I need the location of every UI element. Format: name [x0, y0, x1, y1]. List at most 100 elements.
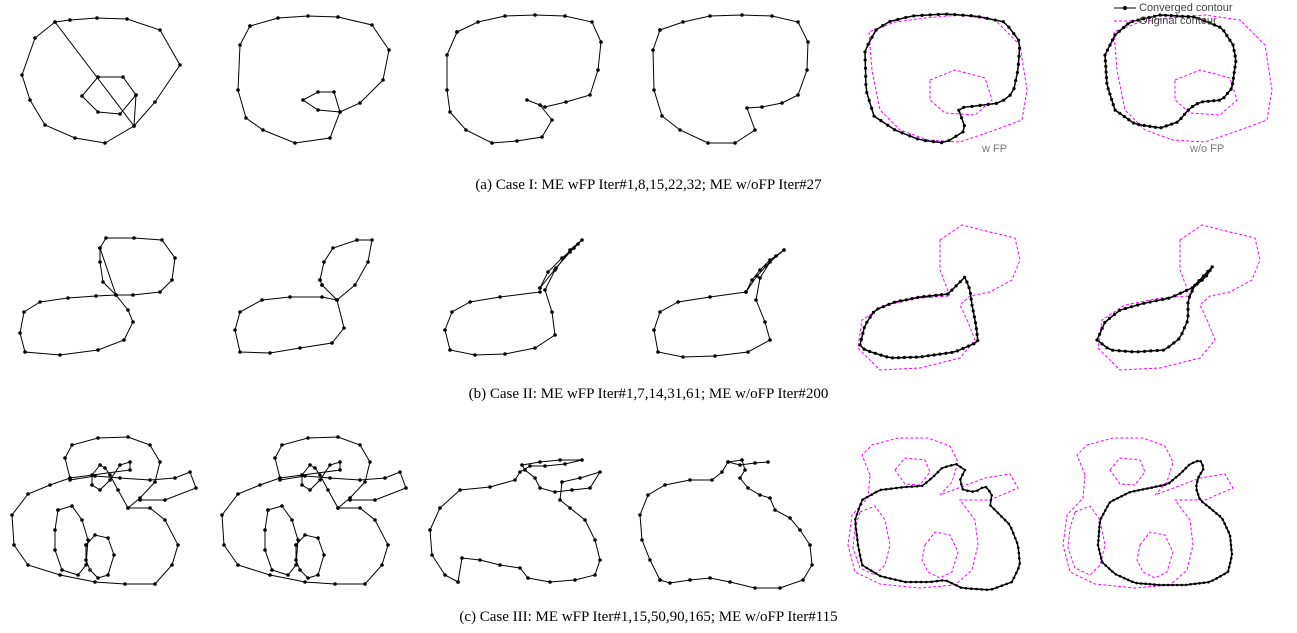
contour-point [300, 483, 304, 487]
contour-point [1114, 573, 1118, 576]
contour-point [1232, 71, 1236, 75]
contour-point [874, 490, 878, 494]
contour-point [370, 238, 374, 242]
contour-point [1104, 76, 1109, 80]
contour-point [972, 342, 976, 346]
contour-point [859, 503, 862, 506]
caption-case-1: (a) Case I: ME wFP Iter#1,8,15,22,32; ME… [475, 177, 822, 193]
original-contour-case3-inner3 [894, 457, 931, 486]
contour-point [1117, 349, 1121, 353]
contour-point [750, 278, 754, 282]
contour-point [118, 476, 122, 480]
contour-point [1121, 26, 1126, 30]
contour-point [22, 310, 26, 314]
contour-point [1228, 534, 1232, 538]
contour-point [373, 518, 377, 522]
original-contour-case2-wfp [857, 224, 1021, 371]
contour-point [86, 538, 90, 542]
contour-point [60, 568, 64, 572]
contour-point [260, 298, 264, 302]
contour-point [893, 128, 897, 132]
contour-point [928, 13, 932, 17]
contour-point [753, 128, 757, 132]
contour-point [738, 463, 742, 467]
contour-point [1233, 65, 1237, 69]
contour-point [335, 298, 339, 302]
contour-point [879, 353, 883, 357]
contour-point [861, 498, 864, 502]
contour-point [158, 28, 162, 32]
contour-point [955, 349, 960, 353]
contour-point [888, 19, 892, 24]
contour-point [1098, 332, 1102, 336]
contour-point [1147, 16, 1151, 20]
contour-point [303, 474, 307, 478]
contour-point [862, 326, 866, 330]
contour-point [148, 506, 152, 510]
contour-point [593, 573, 597, 577]
contour-point [855, 513, 859, 516]
contour-point [53, 528, 57, 532]
contour-point [1173, 294, 1177, 298]
contour-point [905, 485, 908, 489]
contour-point [106, 573, 110, 577]
contour-point [598, 470, 602, 474]
contour-point [1177, 337, 1181, 341]
contour-point [708, 14, 712, 18]
contour-point [1170, 122, 1174, 126]
contour-point [864, 74, 868, 78]
contour-point [148, 443, 152, 447]
contour-point [553, 333, 557, 337]
contour-point [353, 283, 357, 287]
contour-point [1152, 14, 1157, 18]
contour-point [859, 559, 863, 562]
contour-point [455, 30, 459, 34]
contour-point [1130, 350, 1134, 354]
contour-point [879, 119, 883, 123]
contour-point [1012, 576, 1016, 579]
contour-point [121, 75, 125, 79]
contour-point [1105, 48, 1110, 52]
contour-point [876, 307, 880, 311]
contour-point [1111, 570, 1114, 573]
contour-point [1223, 572, 1226, 576]
contour-point [103, 141, 107, 145]
contour-point [985, 588, 989, 592]
contour-point [122, 338, 126, 342]
contour-point [1174, 476, 1178, 479]
contour-point [970, 303, 974, 307]
contour-point [1003, 518, 1007, 522]
contour-point [596, 68, 600, 72]
contour-point [1179, 116, 1183, 121]
contour-point [294, 558, 298, 562]
contour-point [94, 294, 98, 298]
contour-point [733, 141, 737, 145]
contour-point [268, 351, 272, 355]
contour-point [1100, 326, 1104, 330]
contour-point [863, 58, 867, 62]
contour-point [763, 320, 767, 324]
contour-point [53, 20, 57, 24]
contour-point [1107, 316, 1112, 320]
contour-point [132, 236, 136, 240]
contour-point [238, 43, 242, 47]
contour-point [306, 576, 310, 580]
contour-point [26, 563, 30, 567]
contour-point [774, 254, 778, 258]
contour-point [450, 310, 454, 314]
contour-point [1154, 485, 1158, 488]
contour-point [1195, 484, 1198, 488]
contour-point [303, 533, 307, 537]
contour-point [1201, 468, 1205, 471]
contour-point [668, 581, 672, 585]
contour-point [768, 338, 772, 342]
contour-point [363, 582, 367, 586]
contour-point [1229, 539, 1232, 542]
contour-point [73, 136, 77, 140]
contour-point [599, 40, 603, 44]
contour-point [188, 470, 192, 474]
contour-point [1120, 494, 1123, 498]
contour-point [954, 134, 958, 138]
contour-point [132, 124, 136, 128]
contour-point [1158, 13, 1162, 17]
